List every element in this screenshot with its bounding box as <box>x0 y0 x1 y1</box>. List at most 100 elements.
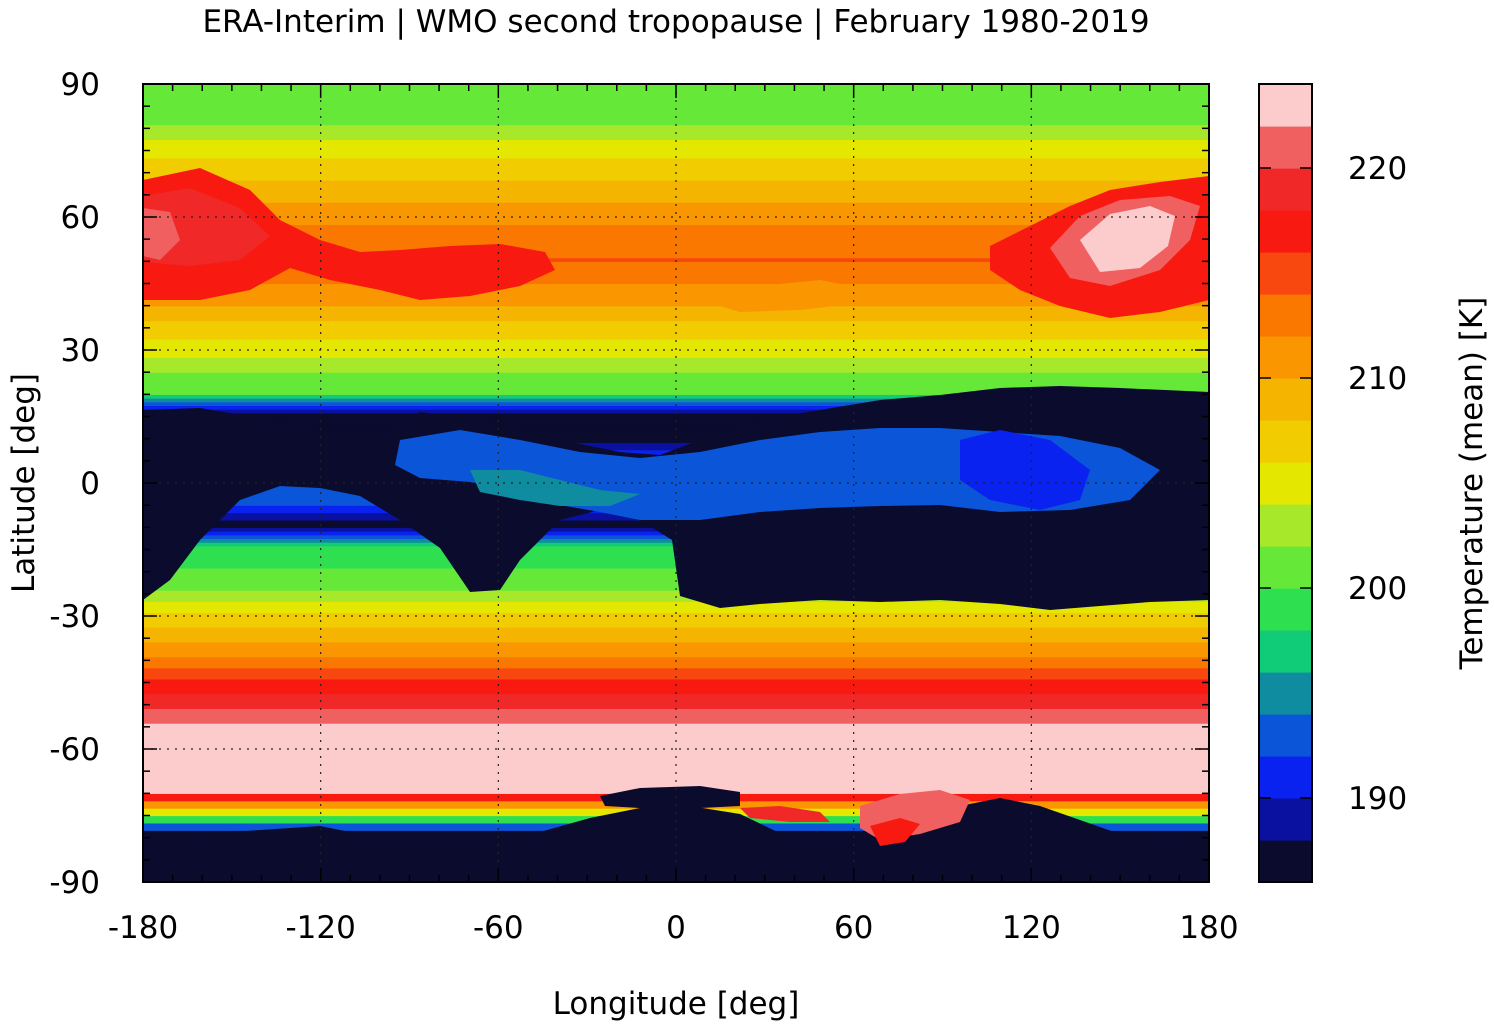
y-axis-title: Latitude [deg] <box>6 373 42 593</box>
latitude-band <box>143 253 1209 259</box>
latitude-band <box>143 124 1209 129</box>
latitude-band <box>143 601 1209 606</box>
latitude-band <box>143 335 1209 340</box>
latitude-band <box>143 276 1209 281</box>
colorbar-segment <box>1259 756 1312 799</box>
latitude-band <box>143 708 1209 713</box>
latitude-band <box>143 760 1209 765</box>
latitude-band <box>143 361 1209 366</box>
colorbar-segment <box>1259 294 1312 337</box>
regional-patches <box>143 168 1209 882</box>
colorbar-tick-label: 190 <box>1348 781 1407 817</box>
latitude-band <box>143 117 1209 122</box>
latitude-band <box>143 180 1209 185</box>
latitude-band <box>143 782 1209 787</box>
colorbar-segment <box>1259 546 1312 589</box>
colorbar-segment <box>1259 714 1312 757</box>
latitude-band <box>143 645 1209 650</box>
latitude-band <box>143 239 1209 244</box>
colorbar <box>1259 84 1312 883</box>
latitude-band <box>143 608 1209 613</box>
colorbar-tick-label: 210 <box>1348 361 1407 397</box>
latitude-band <box>143 597 1209 602</box>
antarctic-dark-lobe <box>600 786 740 808</box>
latitude-band <box>143 265 1209 270</box>
latitude-band <box>143 132 1209 137</box>
latitude-band <box>143 401 1209 407</box>
latitude-band <box>143 246 1209 251</box>
latitude-band <box>143 412 1209 418</box>
colorbar-segment <box>1259 840 1312 883</box>
latitude-band <box>143 405 1209 410</box>
x-tick-label: -120 <box>285 910 355 946</box>
latitude-band <box>143 756 1209 761</box>
latitude-band <box>143 416 1209 421</box>
colorbar-segment <box>1259 252 1312 295</box>
latitude-band <box>143 704 1209 709</box>
x-tick-label: 0 <box>666 910 686 946</box>
latitude-band <box>143 294 1209 299</box>
latitude-band <box>143 575 1209 580</box>
latitude-band <box>143 209 1209 214</box>
latitude-band <box>143 630 1209 636</box>
latitude-band <box>143 741 1209 746</box>
y-tick-label: -30 <box>49 599 100 635</box>
x-tick-label: -180 <box>108 910 178 946</box>
latitude-band <box>143 231 1209 237</box>
latitude-band <box>143 327 1209 333</box>
latitude-band <box>143 168 1209 174</box>
latitude-band <box>143 774 1209 780</box>
colorbar-segment <box>1259 168 1312 211</box>
latitude-band <box>143 649 1209 654</box>
latitude-band <box>143 287 1209 292</box>
latitude-band <box>143 357 1209 362</box>
colorbar-segment <box>1259 504 1312 547</box>
y-tick-labels: -90 -60 -30 0 30 60 90 <box>49 67 100 901</box>
alaska-pink <box>143 208 180 260</box>
latitude-band <box>143 120 1209 126</box>
latitude-band <box>143 368 1209 373</box>
latitude-band <box>143 420 1209 425</box>
latitude-band <box>143 660 1209 665</box>
latitude-band <box>143 135 1209 141</box>
latitude-band <box>143 176 1209 181</box>
x-tick-labels: -180 -120 -60 0 60 120 180 <box>108 910 1239 946</box>
latitude-band <box>143 582 1209 588</box>
latitude-band <box>143 390 1209 395</box>
latitude-band <box>143 161 1209 166</box>
latitude-band <box>143 364 1209 370</box>
antarctic-red-strip <box>740 806 830 822</box>
latitude-band <box>143 157 1209 163</box>
latitude-band <box>143 438 1209 443</box>
latitude-band <box>143 224 1209 229</box>
latitude-band <box>143 324 1209 329</box>
latitude-band <box>143 678 1209 684</box>
chart-title: ERA-Interim | WMO second tropopause | Fe… <box>202 4 1149 40</box>
x-tick-label: -60 <box>473 910 524 946</box>
latitude-band <box>143 590 1209 595</box>
latitude-band <box>143 726 1209 732</box>
latitude-band <box>143 113 1209 118</box>
x-tick-label: 60 <box>834 910 873 946</box>
europe-orange <box>700 280 860 312</box>
latitude-band <box>143 383 1209 388</box>
latitude-band <box>143 205 1209 211</box>
temperature-field <box>143 84 1209 882</box>
colorbar-segment <box>1259 336 1312 379</box>
latitude-band <box>143 697 1209 702</box>
y-tick-label: -60 <box>49 732 100 768</box>
north-pacific-warm <box>143 168 555 300</box>
latitude-band <box>143 198 1209 203</box>
y-tick-label: 60 <box>61 200 100 236</box>
y-tick-label: 30 <box>61 333 100 369</box>
latitude-band <box>143 213 1209 218</box>
latitude-band <box>143 612 1209 617</box>
latitude-band <box>143 220 1209 225</box>
latitude-band <box>143 261 1209 266</box>
y-tick-label: 0 <box>80 466 100 502</box>
latitude-band <box>143 350 1209 355</box>
latitude-band <box>143 745 1209 750</box>
latitude-band <box>143 257 1209 262</box>
latitude-band <box>143 752 1209 757</box>
